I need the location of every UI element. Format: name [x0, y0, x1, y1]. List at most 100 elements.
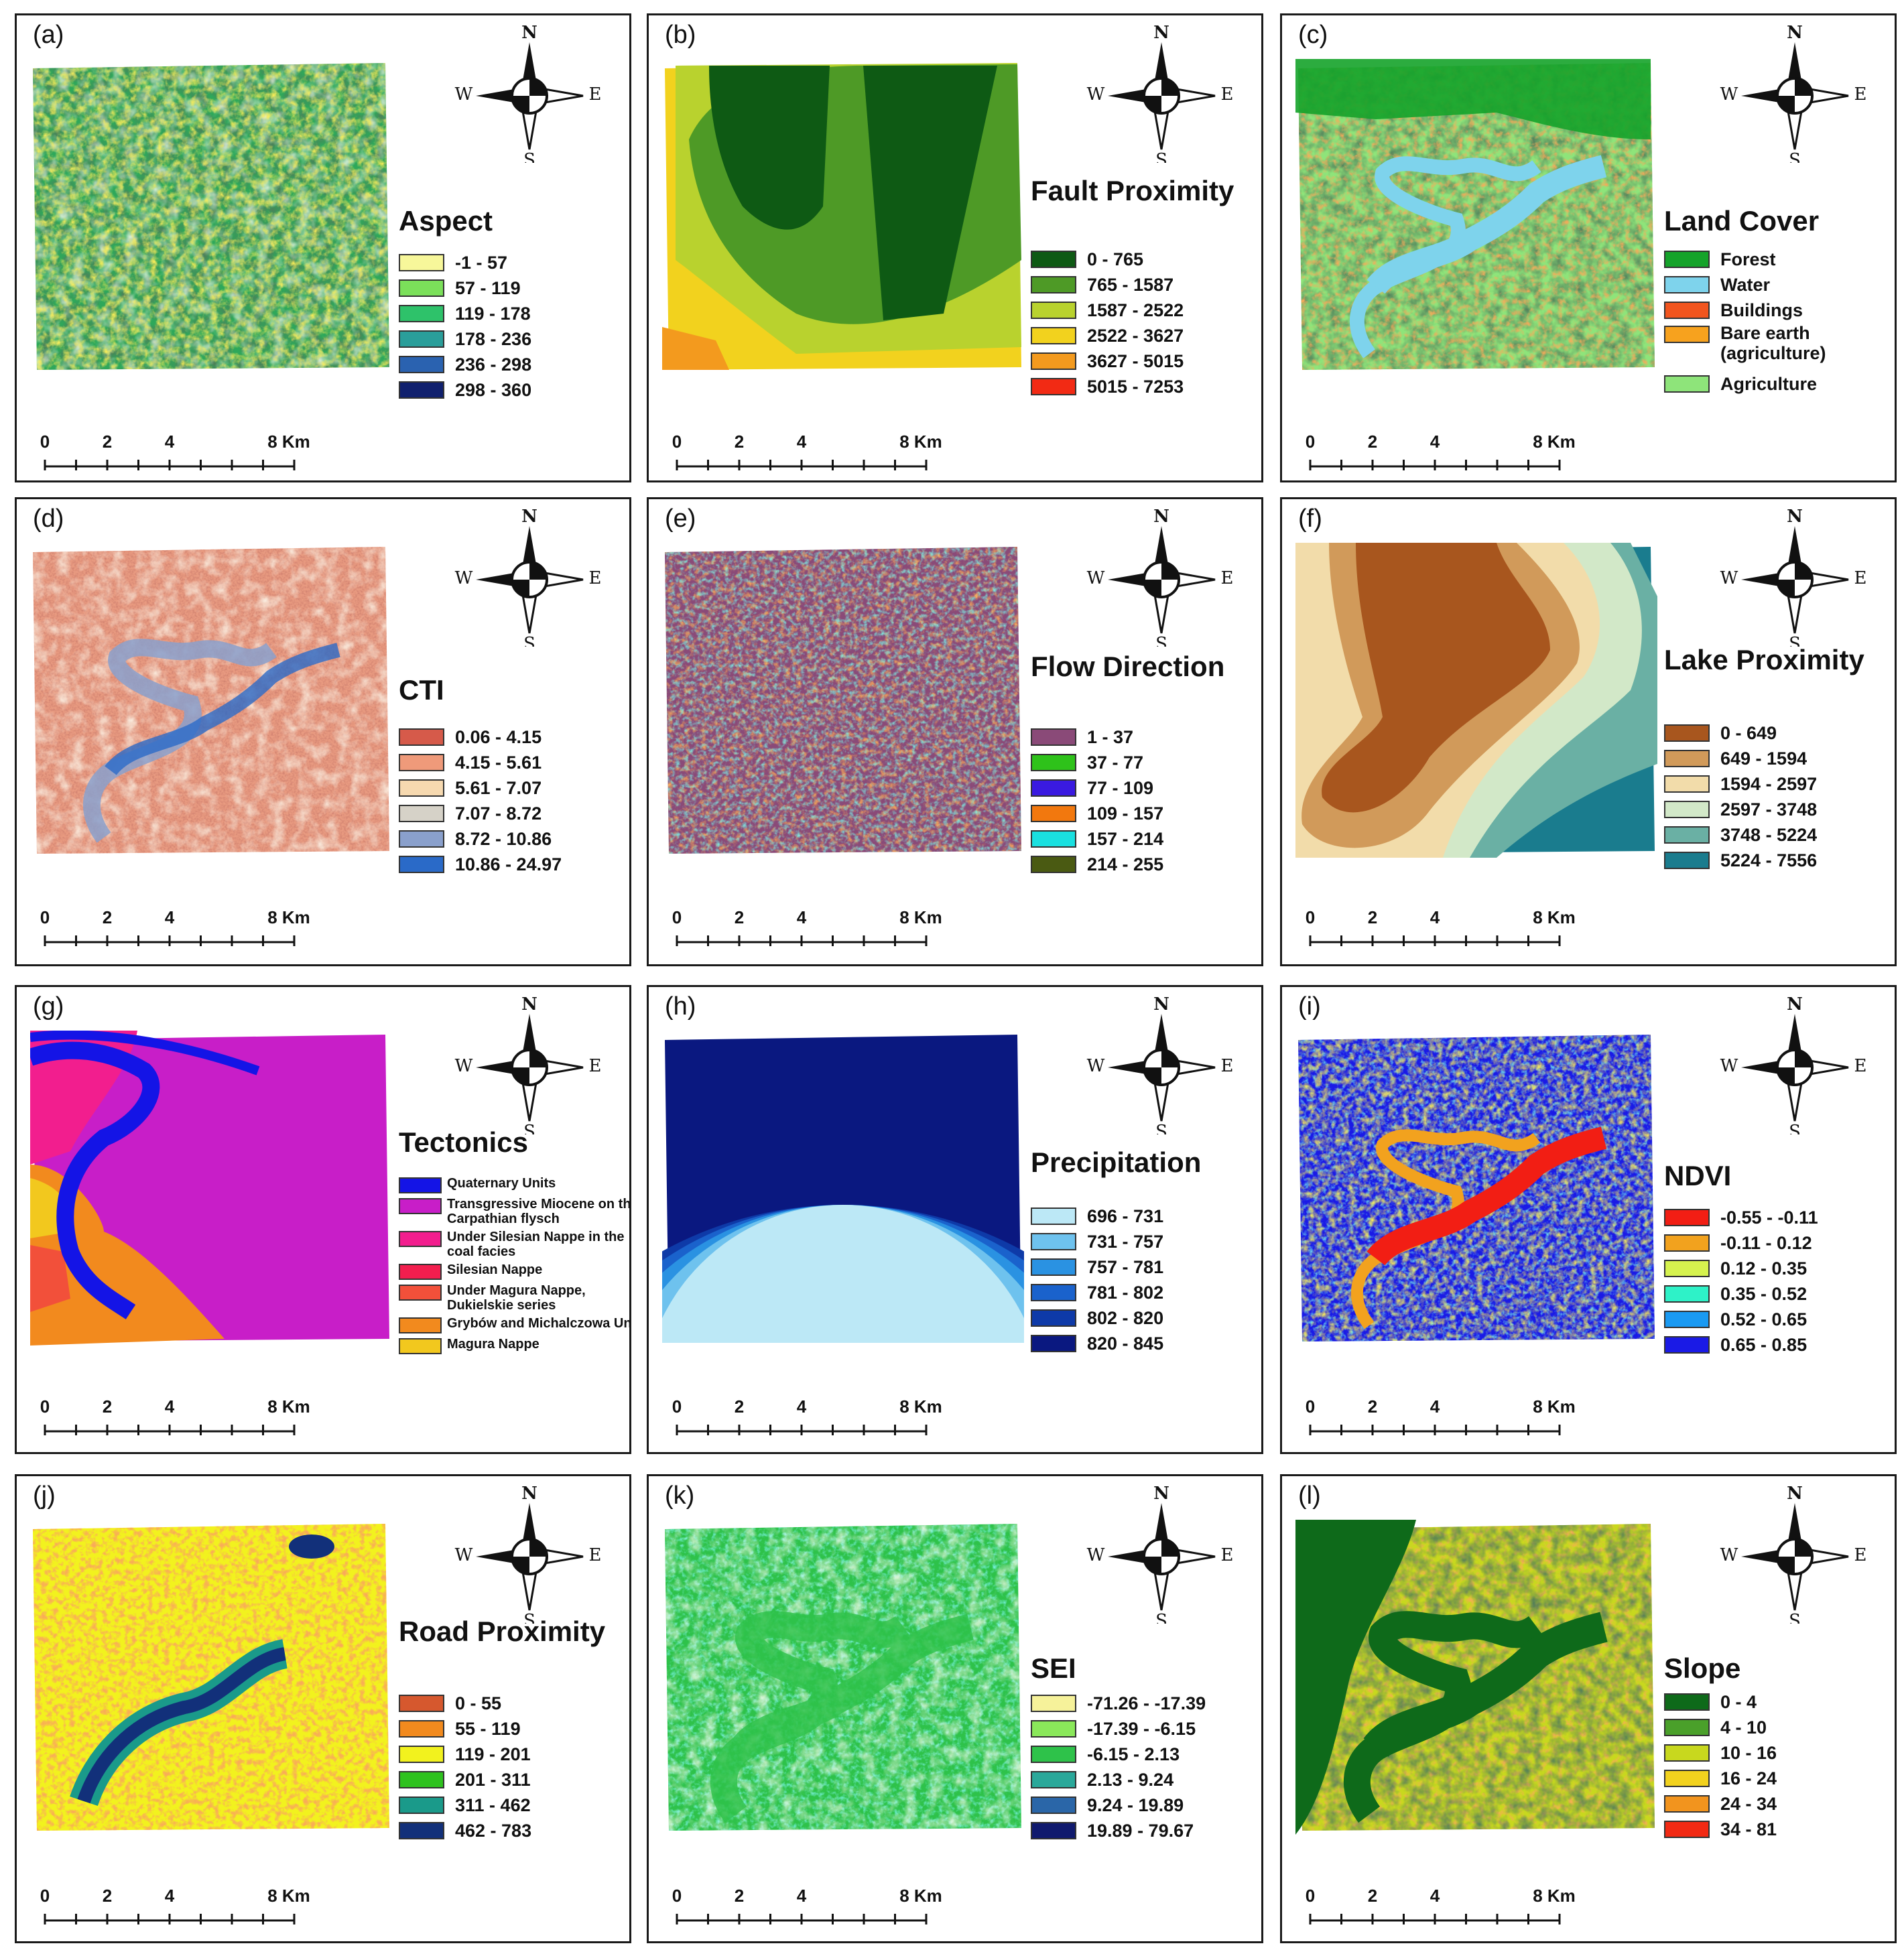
legend-item: 0.52 - 0.65 [1664, 1307, 1818, 1332]
legend-item-label: 55 - 119 [455, 1718, 521, 1739]
legend-item: 10.86 - 24.97 [399, 852, 562, 877]
legend-item: Under Magura Nappe, Dukielskie series [399, 1283, 629, 1313]
scale-tick-label: 8 Km [899, 1886, 942, 1906]
compass-w-label: W [1087, 568, 1105, 588]
scale-bar: 0 2 4 8 Km [1306, 1396, 1576, 1435]
legend-swatch [399, 1231, 442, 1247]
legend-item-label: 4.15 - 5.61 [455, 752, 542, 773]
legend-item: Quaternary Units [399, 1176, 629, 1193]
legend-item: 201 - 311 [399, 1767, 531, 1792]
scale-tick-label: 2 [735, 1886, 744, 1906]
legend-item-label: 178 - 236 [455, 328, 532, 349]
legend-swatch [1031, 1233, 1076, 1250]
legend-swatch [1031, 728, 1076, 746]
legend-swatch [1031, 779, 1076, 797]
legend-item: -6.15 - 2.13 [1031, 1742, 1206, 1767]
legend-swatch [1031, 251, 1076, 268]
legend-swatch [1664, 724, 1710, 742]
legend-item: 3627 - 5015 [1031, 348, 1184, 374]
legend-item: 10 - 16 [1664, 1740, 1777, 1766]
scale-tick-label: 2 [735, 1396, 744, 1417]
scale-bar: 0 2 4 8 Km [672, 907, 942, 946]
north-arrow-compass-icon: N S E W [1720, 994, 1867, 1134]
scale-bar: 0 2 4 8 Km [672, 432, 942, 470]
legend-swatch [1664, 375, 1710, 393]
legend-swatch [399, 1198, 442, 1214]
panel-a: (a) N S E W Aspect -1 - 57 57 - 119 119 - 178 178… [15, 13, 631, 482]
scale-tick-label: 2 [1368, 1396, 1377, 1417]
legend-swatch [399, 754, 444, 771]
compass-s-label: S [1155, 1122, 1167, 1134]
legend-swatch [1031, 1796, 1076, 1814]
legend-item: 34 - 81 [1664, 1817, 1777, 1842]
scale-tick-label: 2 [103, 1886, 112, 1906]
legend-item-label: 37 - 77 [1087, 752, 1144, 773]
legend-swatch [1031, 352, 1076, 370]
legend-item-label: 201 - 311 [455, 1769, 531, 1790]
scale-tick-label: 0 [672, 432, 682, 452]
legend-item: 2522 - 3627 [1031, 323, 1184, 348]
legend-item: 8.72 - 10.86 [399, 826, 562, 852]
scale-bar: 0 2 4 8 Km [1306, 907, 1576, 946]
legend-item-label: 5224 - 7556 [1720, 850, 1818, 870]
legend-item: 802 - 820 [1031, 1305, 1163, 1331]
legend-swatch [399, 728, 444, 746]
north-arrow-compass-icon: N S E W [1720, 507, 1867, 647]
scale-tick-label: 4 [797, 432, 807, 452]
legend-swatch [1031, 1309, 1076, 1327]
legend-item: Silesian Nappe [399, 1262, 629, 1280]
legend-item: 649 - 1594 [1664, 746, 1817, 771]
legend-swatch [399, 779, 444, 797]
legend-swatch [399, 1695, 444, 1712]
legend-item-label: 0 - 55 [455, 1693, 502, 1713]
panel-label: (g) [33, 992, 64, 1021]
compass-n-label: N [1787, 994, 1803, 1015]
legend-item-label: 1 - 37 [1087, 726, 1134, 747]
legend-item: 57 - 119 [399, 275, 531, 301]
legend-item-label: Quaternary Units [447, 1176, 556, 1191]
legend-item: 298 - 360 [399, 377, 531, 403]
legend-item: 119 - 201 [399, 1742, 531, 1767]
legend-title: NDVI [1664, 1160, 1732, 1191]
legend-item: -17.39 - -6.15 [1031, 1716, 1206, 1742]
compass-w-label: W [1720, 1545, 1738, 1565]
legend-item-label: 19.89 - 79.67 [1087, 1820, 1194, 1841]
legend-swatch [399, 1264, 442, 1280]
legend-item: Buildings [1664, 298, 1868, 323]
scale-tick-label: 8 Km [1533, 1886, 1576, 1906]
legend-item: 5015 - 7253 [1031, 374, 1184, 399]
compass-s-label: S [523, 1122, 535, 1134]
map-b [662, 63, 1021, 370]
legend-item-label: 2.13 - 9.24 [1087, 1769, 1174, 1790]
legend-item-label: 781 - 802 [1087, 1282, 1164, 1303]
panel-d: (d) N S E W CTI 0.06 - 4.15 4.15 - 5.61 5.61 - 7… [15, 497, 631, 966]
map-g [30, 1031, 389, 1346]
legend-item: 24 - 34 [1664, 1791, 1777, 1817]
legend-swatch [1664, 1693, 1710, 1711]
map-d [33, 547, 389, 854]
legend-title: Road Proximity [399, 1616, 606, 1647]
scale-bar: 0 2 4 8 Km [40, 432, 310, 470]
legend-item-label: 16 - 24 [1720, 1768, 1777, 1788]
legend-swatch [1664, 1260, 1710, 1277]
panel-label: (i) [1298, 992, 1321, 1021]
legend-swatch [399, 330, 444, 348]
legend-item: -71.26 - -17.39 [1031, 1691, 1206, 1716]
legend-item: 311 - 462 [399, 1792, 531, 1818]
legend-item-label: -0.55 - -0.11 [1720, 1207, 1818, 1228]
compass-e-label: E [1854, 1056, 1867, 1076]
legend-item-label: Bare earth (agriculture) [1720, 323, 1826, 363]
legend-item: 2.13 - 9.24 [1031, 1767, 1206, 1792]
legend-item-label: 0.35 - 0.52 [1720, 1283, 1807, 1304]
legend-item-label: 5.61 - 7.07 [455, 777, 542, 798]
legend-swatch [399, 1338, 442, 1354]
compass-w-label: W [1720, 1056, 1738, 1076]
north-arrow-compass-icon: N S E W [1087, 1484, 1234, 1624]
scale-tick-label: 4 [165, 1886, 175, 1906]
map-l [1295, 1520, 1655, 1835]
legend-item: 19.89 - 79.67 [1031, 1818, 1206, 1843]
compass-s-label: S [1789, 634, 1801, 647]
legend-item-label: 157 - 214 [1087, 828, 1164, 849]
compass-s-label: S [523, 634, 535, 647]
legend-item: 5224 - 7556 [1664, 848, 1817, 873]
